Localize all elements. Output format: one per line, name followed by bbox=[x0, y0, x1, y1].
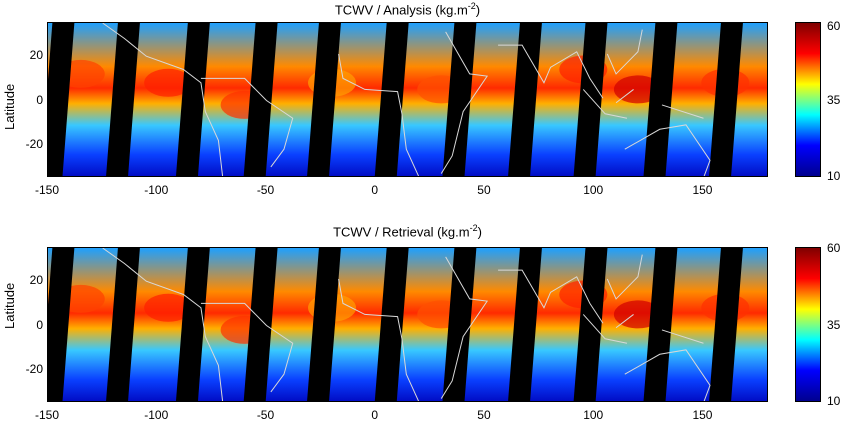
y-tick-label: -20 bbox=[25, 136, 43, 151]
analysis-panel: TCWV / Analysis (kg.m-2) Latitude 20 0 -20… bbox=[0, 0, 850, 213]
coastline bbox=[498, 269, 604, 324]
x-tick-label: 150 bbox=[692, 408, 713, 422]
coastline bbox=[582, 89, 704, 119]
y-tick-label: -20 bbox=[25, 361, 43, 376]
map-canvas bbox=[48, 23, 767, 176]
panel-title: TCWV / Retrieval (kg.m-2) bbox=[333, 223, 482, 240]
orbit-gap bbox=[442, 23, 477, 176]
x-tick-label: -100 bbox=[144, 183, 169, 197]
orbit-gap bbox=[175, 248, 210, 401]
x-tick-label: 0 bbox=[371, 183, 379, 197]
orbit-gap bbox=[243, 248, 278, 401]
colorbar-label-max: 60 bbox=[827, 19, 841, 33]
colorbar bbox=[795, 22, 821, 177]
orbit-gap bbox=[508, 23, 542, 176]
coastline bbox=[200, 302, 294, 393]
x-tick-label: -150 bbox=[34, 183, 60, 197]
orbit-gap bbox=[48, 23, 75, 176]
y-axis-label: Latitude bbox=[2, 83, 17, 130]
coastline bbox=[440, 31, 489, 174]
colorbar-label-min: 10 bbox=[827, 394, 841, 408]
tcwv-retrieval-map bbox=[47, 247, 768, 402]
orbit-gap bbox=[243, 23, 278, 176]
coastline bbox=[606, 29, 643, 75]
orbit-gap bbox=[48, 248, 75, 401]
x-tick-label: 0 bbox=[371, 408, 379, 422]
retrieval-panel: TCWV / Retrieval (kg.m-2) Latitude 20 0 -2… bbox=[0, 222, 850, 435]
orbit-gap bbox=[709, 248, 743, 401]
orbit-gap bbox=[106, 248, 140, 401]
orbit-gap bbox=[374, 248, 409, 401]
coastline bbox=[624, 124, 711, 176]
orbit-gap bbox=[508, 248, 542, 401]
orbit-gap bbox=[643, 248, 678, 401]
coastline bbox=[200, 77, 294, 168]
tcwv-analysis-map bbox=[47, 22, 768, 177]
x-tick-label: -50 bbox=[256, 408, 275, 422]
humid-region bbox=[144, 68, 193, 97]
orbit-gap bbox=[307, 248, 341, 401]
x-tick-label: 150 bbox=[692, 183, 713, 197]
y-tick-label: 0 bbox=[36, 92, 43, 107]
orbit-gap bbox=[573, 248, 608, 401]
orbit-gap bbox=[307, 23, 341, 176]
orbit-gap bbox=[175, 23, 210, 176]
x-tick-label: 100 bbox=[583, 408, 604, 422]
panel-title: TCWV / Analysis (kg.m-2) bbox=[334, 1, 481, 18]
x-tick-label: -50 bbox=[256, 183, 275, 197]
y-tick-label: 20 bbox=[29, 48, 43, 63]
orbit-gap bbox=[709, 23, 743, 176]
y-tick-label: 20 bbox=[29, 273, 43, 288]
map-canvas bbox=[48, 248, 767, 401]
coastline bbox=[102, 248, 224, 401]
coastline bbox=[582, 314, 704, 344]
orbit-gap bbox=[573, 23, 608, 176]
coastline bbox=[498, 44, 604, 99]
x-tick-label: 50 bbox=[477, 408, 491, 422]
x-tick-label: 50 bbox=[477, 183, 491, 197]
orbit-gap bbox=[643, 23, 678, 176]
colorbar-label-max: 60 bbox=[827, 241, 841, 255]
x-tick-label: -150 bbox=[34, 408, 60, 422]
x-tick-label: -100 bbox=[144, 408, 169, 422]
orbit-gap bbox=[374, 23, 409, 176]
coastline bbox=[440, 256, 489, 399]
coastline bbox=[338, 53, 420, 176]
humid-region bbox=[144, 293, 193, 322]
colorbar-label-min: 10 bbox=[827, 169, 841, 183]
coastline bbox=[624, 349, 711, 401]
colorbar bbox=[795, 247, 821, 402]
colorbar-label-mid: 35 bbox=[827, 318, 841, 332]
coastline bbox=[606, 254, 643, 300]
x-tick-label: 100 bbox=[583, 183, 604, 197]
colorbar-label-mid: 35 bbox=[827, 93, 841, 107]
coastline bbox=[102, 23, 224, 176]
y-tick-label: 0 bbox=[36, 317, 43, 332]
coastline bbox=[338, 278, 420, 401]
orbit-gap bbox=[442, 248, 477, 401]
orbit-gap bbox=[106, 23, 140, 176]
